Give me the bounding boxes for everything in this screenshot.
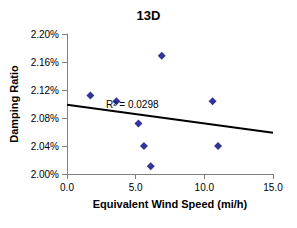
svg-text:2.04%: 2.04% [31,141,59,152]
svg-text:2.08%: 2.08% [31,113,59,124]
svg-text:Equivalent Wind Speed (mi/h): Equivalent Wind Speed (mi/h) [93,198,248,210]
svg-text:2.00%: 2.00% [31,169,59,180]
svg-text:2.12%: 2.12% [31,85,59,96]
svg-text:15.0: 15.0 [263,182,283,193]
svg-text:2.20%: 2.20% [31,29,59,40]
svg-text:10.0: 10.0 [195,182,215,193]
svg-text:Damping Ratio: Damping Ratio [8,65,20,143]
svg-text:0.0: 0.0 [60,182,74,193]
svg-text:13D: 13D [137,8,161,23]
svg-text:5.0: 5.0 [129,182,143,193]
svg-text:2.16%: 2.16% [31,57,59,68]
svg-text:R² = 0.0298: R² = 0.0298 [106,98,159,110]
